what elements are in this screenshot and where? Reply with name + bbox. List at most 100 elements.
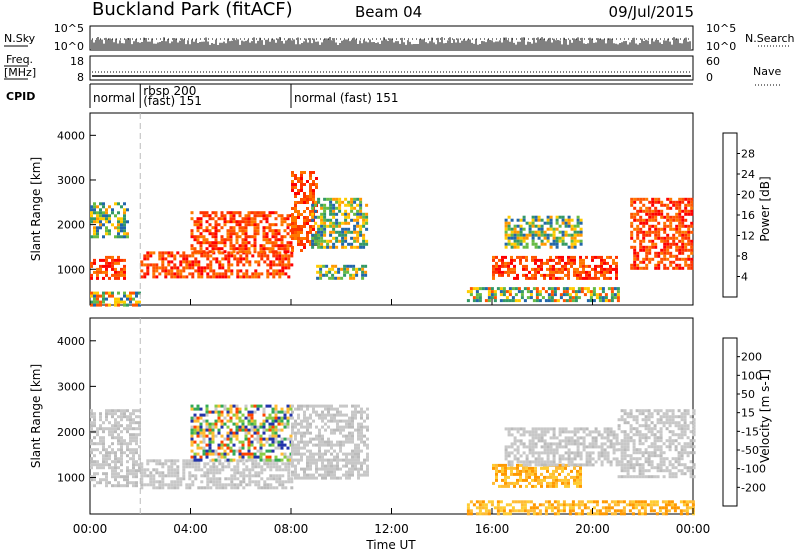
echo-cell — [284, 263, 288, 267]
echo-cell — [309, 452, 312, 456]
echo-cell — [309, 476, 312, 480]
echo-cell — [549, 442, 553, 446]
echo-cell — [129, 469, 132, 473]
echo-cell — [146, 263, 150, 267]
echo-cell — [241, 229, 245, 233]
echo-cell — [241, 244, 245, 248]
echo-cell — [528, 442, 532, 446]
echo-cell — [534, 472, 537, 476]
echo-cell — [143, 257, 147, 261]
echo-cell — [652, 500, 656, 504]
echo-cell — [265, 241, 269, 245]
echo-cell — [615, 267, 618, 271]
echo-cell — [651, 215, 655, 219]
echo-cell — [96, 300, 99, 304]
echo-cell — [522, 463, 526, 467]
echo-cell — [90, 448, 93, 452]
echo-cell — [510, 427, 514, 431]
echo-cell — [185, 275, 189, 279]
echo-cell — [138, 291, 141, 295]
echo-cell — [595, 503, 599, 507]
echo-cell — [105, 258, 108, 262]
echo-cell — [320, 242, 324, 246]
echo-cell — [663, 215, 667, 219]
echo-cell — [495, 255, 498, 259]
echo-cell — [585, 270, 588, 274]
echo-cell — [630, 224, 634, 228]
echo-cell — [522, 478, 525, 482]
echo-cell — [672, 236, 676, 240]
echo-cell — [164, 474, 168, 478]
echo-cell — [280, 244, 284, 248]
echo-cell — [99, 217, 102, 221]
echo-cell — [366, 446, 369, 450]
echo-cell — [540, 433, 544, 437]
echo-cell — [534, 255, 537, 259]
echo-cell — [233, 483, 237, 487]
echo-cell — [522, 451, 526, 455]
echo-cell — [594, 267, 597, 271]
echo-cell — [199, 220, 203, 224]
echo-cell — [244, 217, 248, 221]
echo-cell — [117, 223, 120, 227]
echo-cell — [665, 415, 669, 419]
echo-cell — [616, 293, 620, 297]
echo-cell — [272, 272, 276, 276]
echo-cell — [651, 245, 655, 249]
echo-cell — [274, 437, 278, 441]
echo-cell — [591, 276, 594, 280]
echo-cell — [615, 442, 619, 446]
echo-cell — [114, 454, 117, 458]
echo-cell — [564, 242, 568, 246]
echo-cell — [360, 434, 363, 438]
echo-cell — [507, 460, 511, 464]
echo-cell — [284, 486, 288, 490]
echo-cell — [564, 445, 568, 449]
echo-cell — [291, 216, 294, 219]
echo-cell — [90, 412, 93, 416]
echo-cell — [117, 303, 120, 307]
echo-cell — [519, 469, 522, 473]
echo-cell — [567, 463, 571, 467]
echo-cell — [598, 509, 602, 513]
echo-cell — [274, 446, 278, 450]
echo-cell — [303, 237, 306, 240]
echo-cell — [555, 475, 558, 479]
echo-cell — [93, 448, 96, 452]
echo-cell — [102, 294, 105, 298]
echo-cell — [114, 457, 117, 461]
echo-cell — [516, 463, 519, 467]
echo-cell — [283, 250, 287, 254]
echo-cell — [359, 209, 363, 213]
echo-cell — [155, 462, 159, 466]
echo-cell — [199, 217, 203, 221]
echo-cell — [93, 235, 96, 239]
echo-cell — [686, 451, 690, 455]
echo-cell — [525, 469, 528, 473]
echo-cell — [568, 296, 572, 300]
echo-cell — [567, 233, 571, 237]
echo-cell — [329, 206, 333, 210]
echo-cell — [280, 247, 284, 251]
echo-cell — [214, 226, 218, 230]
echo-cell — [244, 214, 248, 218]
echo-cell — [247, 458, 251, 462]
echo-cell — [197, 486, 201, 490]
echo-cell — [268, 223, 272, 227]
echo-cell — [214, 211, 218, 215]
echo-cell — [286, 232, 290, 236]
echo-cell — [620, 448, 624, 452]
echo-cell — [93, 442, 96, 446]
echo-cell — [321, 455, 324, 459]
echo-cell — [129, 294, 132, 298]
echo-cell — [576, 270, 579, 274]
echo-cell — [537, 436, 541, 440]
echo-cell — [686, 469, 690, 473]
echo-cell — [120, 415, 123, 419]
echo-cell — [268, 437, 272, 441]
echo-cell — [320, 203, 324, 207]
echo-cell — [343, 267, 347, 271]
echo-cell — [672, 218, 676, 222]
echo-cell — [188, 260, 192, 264]
echo-cell — [356, 197, 360, 201]
